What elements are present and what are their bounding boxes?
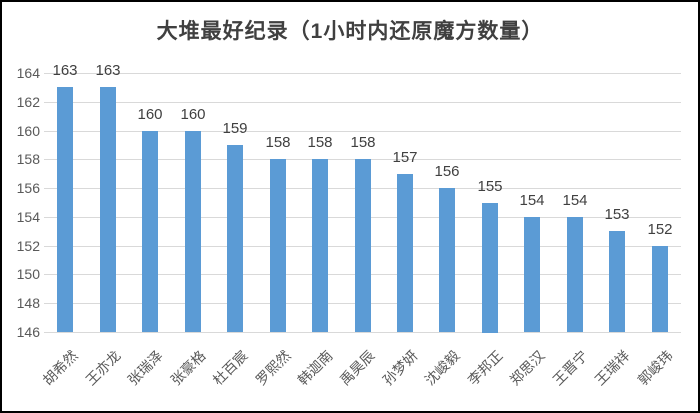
bar	[270, 159, 286, 332]
y-tick-label: 152	[16, 238, 40, 254]
bar	[312, 159, 328, 332]
bar	[524, 217, 540, 332]
bar-value-label: 163	[52, 62, 78, 79]
bar	[609, 231, 625, 332]
y-tick-label: 162	[16, 94, 40, 110]
x-tick-label: 罗熙然	[252, 347, 294, 389]
bar	[142, 131, 158, 332]
bar	[482, 203, 498, 333]
bar	[57, 87, 73, 332]
bar-value-label: 155	[477, 178, 503, 195]
y-tick-label: 160	[16, 123, 40, 139]
x-tick-label: 孙梦妍	[379, 347, 421, 389]
bar-value-label: 157	[392, 149, 418, 166]
bar	[185, 131, 201, 332]
bar-value-label: 158	[307, 134, 333, 151]
bar-value-label: 163	[95, 62, 121, 79]
x-tick-label: 王亦龙	[82, 347, 124, 389]
x-tick-label: 沈峻毅	[421, 347, 463, 389]
bar	[100, 87, 116, 332]
bar-value-label: 154	[562, 192, 588, 209]
x-tick-label: 胡希然	[39, 347, 81, 389]
bar	[355, 159, 371, 332]
bar-value-label: 154	[519, 192, 545, 209]
bar-value-label: 160	[137, 106, 163, 123]
x-tick-label: 王瑞祥	[591, 347, 633, 389]
bar-value-label: 158	[350, 134, 376, 151]
bar-value-label: 156	[434, 163, 460, 180]
gridline	[44, 73, 681, 74]
bar	[397, 174, 413, 332]
x-tick-label: 张豪格	[167, 347, 209, 389]
bar-value-label: 160	[180, 106, 206, 123]
y-tick-label: 148	[16, 295, 40, 311]
bar	[652, 246, 668, 332]
x-tick-label: 王晋宁	[549, 347, 591, 389]
y-tick-label: 154	[16, 209, 40, 225]
bar	[227, 145, 243, 332]
y-tick-label: 164	[16, 65, 40, 81]
y-tick-label: 158	[16, 151, 40, 167]
bar-value-label: 153	[604, 206, 630, 223]
x-tick-label: 郭峻玮	[634, 347, 676, 389]
chart-title: 大堆最好纪录（1小时内还原魔方数量）	[156, 20, 544, 43]
bar	[567, 217, 583, 332]
gridline	[44, 102, 681, 103]
x-tick-label: 张瑞泽	[124, 347, 166, 389]
gridline	[44, 131, 681, 132]
y-tick-label: 146	[16, 324, 40, 340]
x-tick-label: 杜百宸	[209, 347, 251, 389]
y-tick-label: 156	[16, 180, 40, 196]
bar	[439, 188, 455, 332]
gridline	[44, 332, 681, 333]
bar-value-label: 152	[647, 221, 673, 238]
x-tick-label: 韩迦南	[294, 347, 336, 389]
x-tick-label: 郑思汉	[506, 347, 548, 389]
y-tick-label: 150	[16, 266, 40, 282]
x-tick-label: 禹昊辰	[336, 347, 378, 389]
bar-value-label: 159	[222, 120, 248, 137]
bar-value-label: 158	[265, 134, 291, 151]
x-tick-label: 李邦正	[464, 347, 506, 389]
